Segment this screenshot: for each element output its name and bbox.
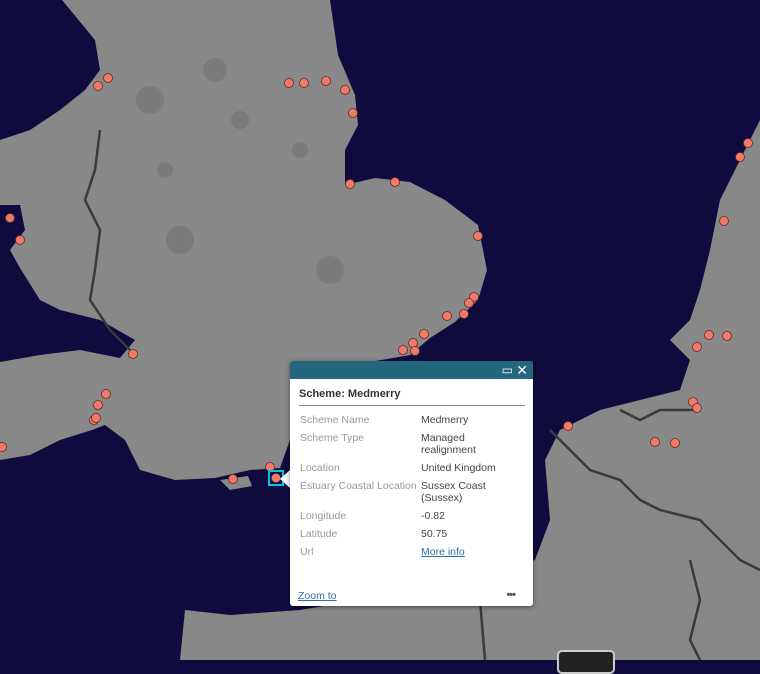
scheme-marker[interactable] <box>735 152 745 162</box>
scheme-marker[interactable] <box>473 231 483 241</box>
popup-header: ▭ ✕ <box>290 361 533 379</box>
continent <box>180 120 760 660</box>
attribute-table: Scheme Name Medmerry Scheme Type Managed r… <box>298 412 523 562</box>
scheme-marker[interactable] <box>464 298 474 308</box>
feature-popup: ▭ ✕ Scheme: Medmerry Scheme Name Medmerry… <box>290 361 533 606</box>
field-label: Location <box>300 462 340 474</box>
scheme-marker[interactable] <box>743 138 753 148</box>
field-value: Managed realignment <box>421 432 476 456</box>
field-value: Medmerry <box>421 414 469 426</box>
maximize-icon[interactable]: ▭ <box>501 363 513 377</box>
scheme-marker[interactable] <box>0 442 7 452</box>
table-row: Estuary Coastal Location Sussex Coast (Su… <box>298 478 523 508</box>
scheme-marker[interactable] <box>348 108 358 118</box>
table-row: Longitude -0.82 <box>298 508 523 526</box>
great-britain <box>0 0 487 480</box>
scheme-marker[interactable] <box>15 235 25 245</box>
scheme-marker[interactable] <box>650 437 660 447</box>
field-label: Estuary Coastal Location <box>300 480 417 492</box>
scheme-marker[interactable] <box>284 78 294 88</box>
scheme-marker[interactable] <box>410 346 420 356</box>
popup-pointer <box>280 470 290 488</box>
urban-areas <box>136 58 344 284</box>
table-row: Url More info <box>298 544 523 562</box>
popup-title: Scheme: Medmerry <box>299 388 525 406</box>
field-value: Sussex Coast (Sussex) <box>421 480 486 504</box>
scheme-marker[interactable] <box>91 413 101 423</box>
scheme-marker[interactable] <box>563 421 573 431</box>
isle-of-wight <box>220 476 252 490</box>
scheme-marker[interactable] <box>692 403 702 413</box>
scheme-marker[interactable] <box>5 213 15 223</box>
table-row: Location United Kingdom <box>298 460 523 478</box>
scheme-marker[interactable] <box>299 78 309 88</box>
field-value: -0.82 <box>421 510 445 522</box>
field-value: United Kingdom <box>421 462 496 474</box>
table-row: Scheme Type Managed realignment <box>298 430 523 460</box>
zoom-to-link[interactable]: Zoom to <box>298 590 337 602</box>
scheme-marker[interactable] <box>719 216 729 226</box>
scheme-marker[interactable] <box>390 177 400 187</box>
scheme-marker[interactable] <box>419 329 429 339</box>
scheme-marker[interactable] <box>103 73 113 83</box>
map[interactable] <box>0 0 760 660</box>
scheme-marker[interactable] <box>128 349 138 359</box>
scheme-marker[interactable] <box>408 338 418 348</box>
scheme-marker[interactable] <box>398 345 408 355</box>
scheme-marker[interactable] <box>93 81 103 91</box>
scheme-marker[interactable] <box>704 330 714 340</box>
close-icon[interactable]: ✕ <box>516 362 528 378</box>
borders <box>83 129 760 660</box>
scheme-marker[interactable] <box>692 342 702 352</box>
scheme-marker[interactable] <box>722 331 732 341</box>
field-label: Longitude <box>300 510 347 522</box>
scheme-marker[interactable] <box>459 309 469 319</box>
scheme-marker[interactable] <box>670 438 680 448</box>
table-row: Latitude 50.75 <box>298 526 523 544</box>
selected-scheme-marker[interactable] <box>271 473 281 483</box>
more-info-link[interactable]: More info <box>421 546 465 558</box>
more-actions-icon[interactable]: ••• <box>506 589 516 601</box>
scheme-marker[interactable] <box>93 400 103 410</box>
field-label: Latitude <box>300 528 338 540</box>
markers <box>0 73 753 486</box>
scheme-marker[interactable] <box>442 311 452 321</box>
field-label: Scheme Type <box>300 432 365 444</box>
field-label: Scheme Name <box>300 414 370 426</box>
scheme-marker[interactable] <box>340 85 350 95</box>
field-label: Url <box>300 546 314 558</box>
scheme-marker[interactable] <box>228 474 238 484</box>
field-value: 50.75 <box>421 528 448 540</box>
land <box>0 0 760 660</box>
scheme-marker[interactable] <box>321 76 331 86</box>
table-row: Scheme Name Medmerry <box>298 412 523 430</box>
expand-button[interactable] <box>557 650 615 674</box>
scheme-marker[interactable] <box>101 389 111 399</box>
scheme-marker[interactable] <box>345 179 355 189</box>
